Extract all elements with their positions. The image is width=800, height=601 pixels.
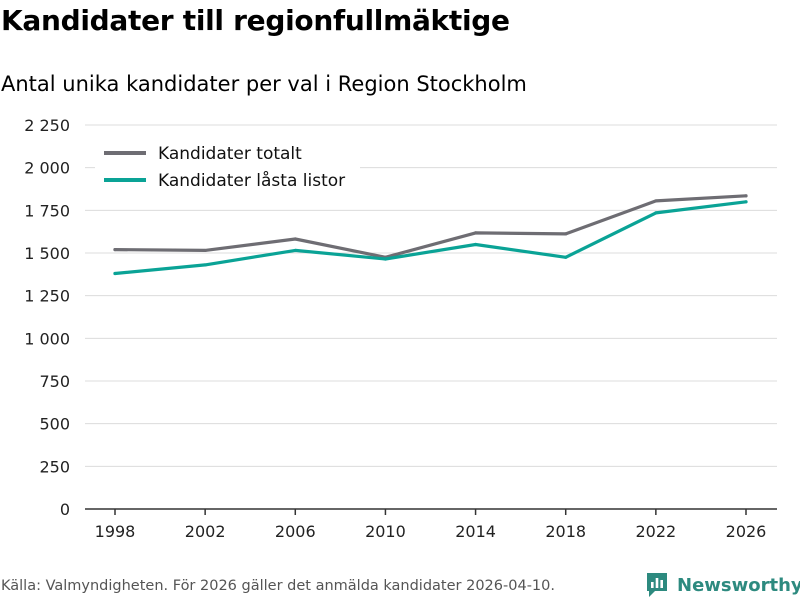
series-2-point-2006 — [293, 248, 297, 253]
x-tick-label-2014: 2014 — [455, 522, 496, 541]
y-tick-label-1750: 1 750 — [24, 201, 70, 220]
x-tick-label-2022: 2022 — [635, 522, 676, 541]
series-2-point-1998 — [113, 271, 117, 276]
series-line-1 — [113, 194, 748, 259]
series-line-2 — [113, 200, 748, 276]
series-1-point-2026 — [744, 194, 748, 198]
x-tick-label-2006: 2006 — [275, 522, 316, 541]
y-tick-label-250: 250 — [39, 457, 70, 476]
series-1-point-1998 — [113, 247, 117, 252]
brand-logo: Newsworthy — [645, 569, 800, 601]
series-1-point-2014 — [473, 231, 478, 235]
series-2-point-2010 — [383, 257, 388, 261]
source-note: Källa: Valmyndigheten. För 2026 gäller d… — [1, 578, 555, 594]
series-1-point-2002 — [203, 248, 207, 253]
chart-subtitle: Antal unika kandidater per val i Region … — [1, 72, 527, 96]
y-tick-label-500: 500 — [39, 415, 70, 434]
brand-name: Newsworthy — [677, 574, 800, 596]
series-2-point-2026 — [744, 200, 748, 204]
legend-background — [95, 138, 360, 198]
x-tick-label-2026: 2026 — [726, 522, 767, 541]
series-1-point-2006 — [293, 237, 297, 241]
x-tick-label-2002: 2002 — [185, 522, 226, 541]
y-tick-label-2250: 2 250 — [24, 116, 70, 135]
y-tick-label-1000: 1 000 — [24, 329, 70, 348]
chart-title: Kandidater till regionfullmäktige — [1, 4, 510, 37]
series-1-point-2022 — [654, 199, 658, 203]
y-tick-label-1500: 1 500 — [24, 244, 70, 263]
y-tick-label-750: 750 — [39, 372, 70, 391]
newsworthy-logo-icon — [647, 573, 667, 597]
y-tick-label-1250: 1 250 — [24, 287, 70, 306]
y-tick-label-0: 0 — [60, 500, 70, 519]
series-2-point-2022 — [654, 211, 658, 215]
legend-label-1: Kandidater totalt — [158, 144, 302, 164]
x-tick-label-2018: 2018 — [545, 522, 586, 541]
x-tick-label-1998: 1998 — [95, 522, 136, 541]
y-tick-label-2000: 2 000 — [24, 159, 70, 178]
series-2-point-2002 — [203, 263, 207, 267]
series-2-point-2018 — [564, 255, 568, 259]
x-tick-label-2010: 2010 — [365, 522, 406, 541]
series-1-point-2018 — [564, 232, 568, 236]
series-2-point-2014 — [473, 242, 478, 247]
legend-label-2: Kandidater låsta listor — [158, 170, 345, 191]
